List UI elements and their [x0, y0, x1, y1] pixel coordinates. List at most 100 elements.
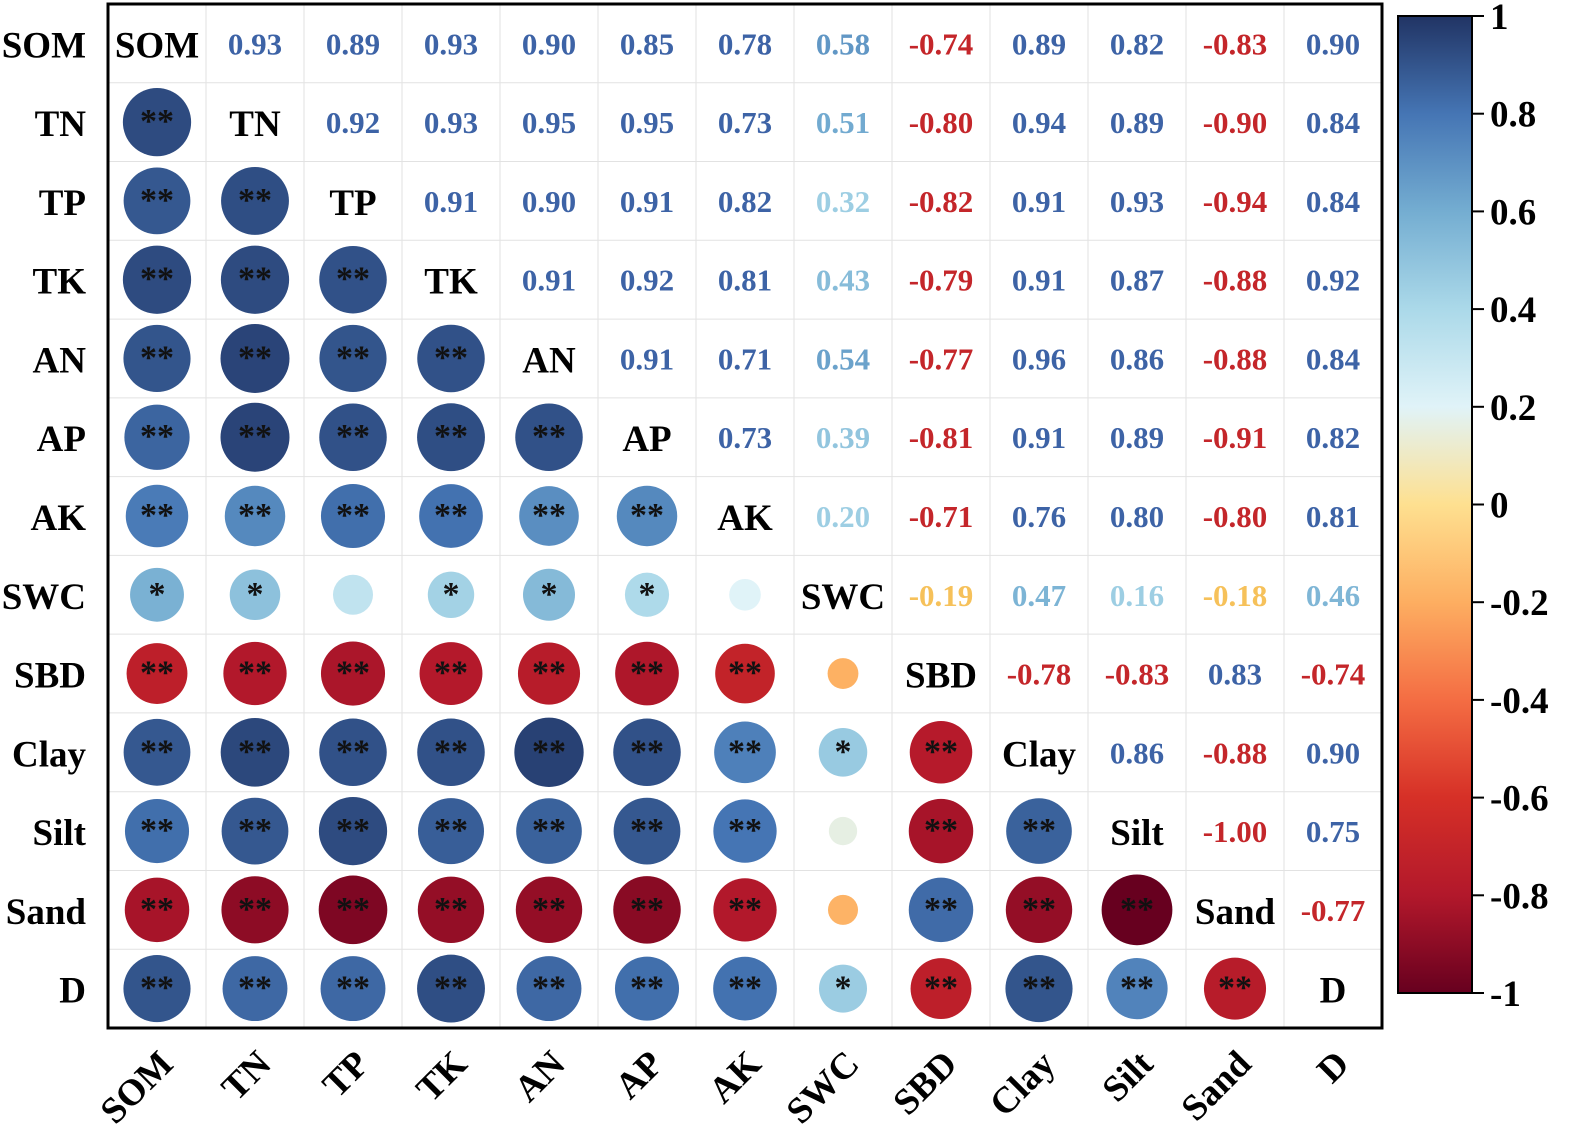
column-label: Sand — [1174, 1043, 1260, 1129]
significance-mark: ** — [630, 970, 664, 1007]
colorbar-tick-label: -1 — [1490, 974, 1521, 1015]
coef-label: -0.77 — [1301, 893, 1366, 928]
significance-mark: ** — [140, 339, 174, 376]
coef-label: 0.91 — [424, 184, 478, 219]
coef-label: -0.91 — [1203, 420, 1268, 455]
colorbar-tick-label: 0 — [1490, 486, 1509, 527]
significance-mark: ** — [434, 970, 468, 1007]
corr-circle — [130, 567, 184, 622]
significance-mark: ** — [140, 655, 174, 692]
significance-mark: ** — [140, 261, 174, 298]
significance-mark: ** — [1120, 970, 1154, 1007]
coef-label: 0.83 — [1208, 657, 1262, 692]
coef-label: 0.91 — [1012, 420, 1066, 455]
significance-mark: * — [247, 576, 264, 613]
coef-label: -0.88 — [1203, 735, 1268, 770]
significance-mark: ** — [1022, 891, 1056, 928]
significance-mark: * — [443, 576, 460, 613]
significance-mark: ** — [728, 812, 762, 849]
significance-mark: * — [541, 576, 558, 613]
corr-circle — [417, 718, 485, 787]
corr-circle — [319, 718, 387, 787]
corr-circle — [122, 245, 192, 314]
significance-mark: ** — [336, 261, 370, 298]
corr-circle — [828, 816, 858, 846]
significance-mark: ** — [140, 970, 174, 1007]
corr-circle — [427, 571, 475, 618]
significance-mark: * — [835, 733, 852, 770]
row-label: AN — [33, 340, 87, 381]
column-label: SBD — [885, 1043, 965, 1123]
colorbar-tick-label: 0.6 — [1490, 192, 1536, 233]
coef-label: -0.74 — [1301, 657, 1366, 692]
coef-label: -0.79 — [909, 263, 974, 298]
coef-label: -0.71 — [909, 499, 974, 534]
colorbar-tick-label: -0.4 — [1490, 681, 1549, 722]
coef-label: 0.71 — [718, 341, 772, 376]
corr-circle — [318, 796, 388, 866]
column-label: D — [1309, 1043, 1357, 1091]
significance-mark: ** — [140, 497, 174, 534]
corr-circle — [319, 324, 387, 393]
significance-mark: ** — [238, 970, 272, 1007]
corr-circle — [908, 877, 974, 943]
corr-circle — [614, 956, 680, 1021]
significance-mark: ** — [728, 733, 762, 770]
coef-label: 0.73 — [718, 420, 772, 455]
corr-circle — [713, 956, 777, 1021]
significance-mark: ** — [336, 497, 370, 534]
row-label: TP — [39, 183, 86, 224]
coef-label: 0.90 — [1306, 735, 1360, 770]
coef-label: 0.80 — [1110, 499, 1164, 534]
significance-mark: ** — [434, 339, 468, 376]
coef-label: -0.78 — [1007, 657, 1072, 692]
coef-label: 0.86 — [1110, 735, 1164, 770]
corr-circle — [123, 955, 191, 1023]
column-label: Silt — [1095, 1043, 1162, 1110]
coef-label: -0.83 — [1105, 657, 1170, 692]
coef-label: 0.91 — [620, 341, 674, 376]
column-label: SWC — [779, 1043, 868, 1132]
corr-circle — [332, 574, 374, 615]
significance-mark: ** — [532, 970, 566, 1007]
row-label: TN — [35, 104, 87, 145]
coef-label: 0.90 — [522, 26, 576, 61]
corr-circle — [223, 641, 287, 706]
corr-circle — [819, 964, 867, 1013]
corr-circle — [220, 402, 290, 472]
significance-mark: ** — [140, 733, 174, 770]
significance-mark: ** — [140, 812, 174, 849]
corr-circle — [123, 167, 191, 235]
corr-circle — [910, 958, 972, 1020]
significance-mark: ** — [238, 339, 272, 376]
column-label: AP — [607, 1043, 671, 1107]
coef-label: 0.84 — [1306, 105, 1360, 140]
colorbar-tick-label: -0.6 — [1490, 779, 1549, 820]
coef-label: 0.82 — [1306, 420, 1360, 455]
corr-circle — [613, 718, 681, 787]
row-label: TK — [33, 262, 87, 303]
significance-mark: ** — [336, 733, 370, 770]
row-label: SBD — [14, 656, 86, 697]
coef-label: 0.90 — [1306, 26, 1360, 61]
significance-mark: ** — [728, 970, 762, 1007]
row-label: Sand — [6, 892, 87, 933]
colorbar-tick-label: 0.2 — [1490, 388, 1536, 429]
coef-label: 0.81 — [1306, 499, 1360, 534]
significance-mark: ** — [238, 261, 272, 298]
corr-circle — [715, 643, 775, 704]
significance-mark: ** — [924, 891, 958, 928]
corr-circle — [221, 797, 289, 865]
coef-label: -1.00 — [1203, 814, 1268, 849]
significance-mark: * — [149, 576, 166, 613]
significance-mark: ** — [532, 497, 566, 534]
corr-circle — [1106, 957, 1168, 1020]
corr-circle — [516, 798, 582, 864]
coef-label: -0.83 — [1203, 26, 1268, 61]
coef-label: 0.43 — [816, 263, 870, 298]
corr-circle — [224, 485, 286, 547]
corr-circle — [220, 323, 290, 393]
significance-mark: ** — [140, 891, 174, 928]
corr-circle — [713, 799, 777, 863]
diagonal-label: TN — [229, 104, 281, 145]
